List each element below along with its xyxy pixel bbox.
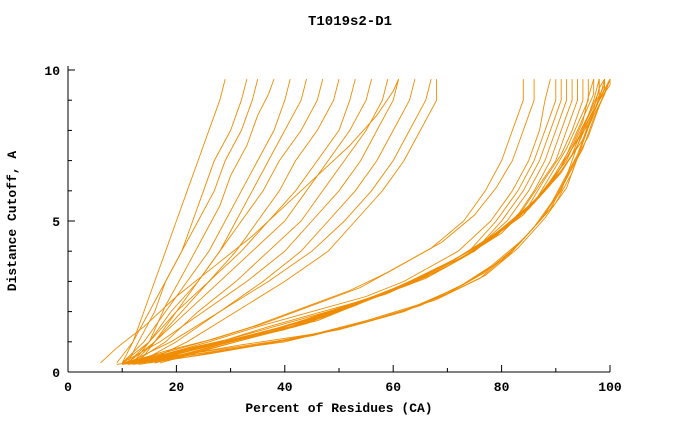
model-curve	[121, 78, 226, 364]
model-curve	[122, 79, 524, 364]
x-tick-label: 0	[64, 380, 72, 395]
model-curve	[122, 79, 600, 365]
model-curve	[127, 78, 372, 364]
model-curve	[132, 78, 275, 364]
model-curve	[121, 78, 356, 364]
y-tick-label: 0	[52, 366, 60, 381]
y-tick-label: 5	[52, 215, 60, 230]
model-curve	[132, 78, 340, 364]
model-curve	[116, 78, 600, 365]
model-curve	[127, 78, 324, 364]
model-curves	[100, 78, 611, 365]
x-tick-label: 20	[169, 380, 185, 395]
model-curve	[143, 79, 584, 364]
y-tick-label: 10	[44, 64, 60, 79]
model-curve	[159, 78, 611, 364]
model-curve	[138, 78, 307, 364]
model-curve	[116, 78, 259, 364]
model-curve	[143, 79, 438, 364]
model-curve	[149, 79, 606, 364]
x-tick-label: 80	[494, 380, 510, 395]
model-curve	[138, 78, 416, 364]
x-axis-label: Percent of Residues (CA)	[245, 401, 432, 416]
x-tick-label: 60	[385, 380, 401, 395]
model-curve	[127, 78, 432, 364]
model-curve	[127, 79, 535, 364]
model-curve	[132, 78, 611, 364]
model-curve	[121, 78, 400, 364]
tick-labels: 0 20 40 60 80 100 0 5 10	[44, 64, 622, 395]
y-axis-label: Distance Cutoff, A	[5, 151, 20, 292]
tick-marks	[67, 69, 611, 373]
chart-title: T1019s2-D1	[308, 14, 392, 30]
model-curve	[132, 79, 562, 364]
model-curve	[132, 79, 589, 364]
model-curve	[100, 78, 400, 364]
model-curve	[122, 78, 551, 364]
x-tick-label: 40	[277, 380, 293, 395]
axes	[67, 66, 610, 373]
model-curve	[132, 78, 389, 364]
x-tick-label: 100	[598, 380, 622, 395]
model-curve	[127, 78, 248, 364]
model-curve	[121, 78, 291, 364]
